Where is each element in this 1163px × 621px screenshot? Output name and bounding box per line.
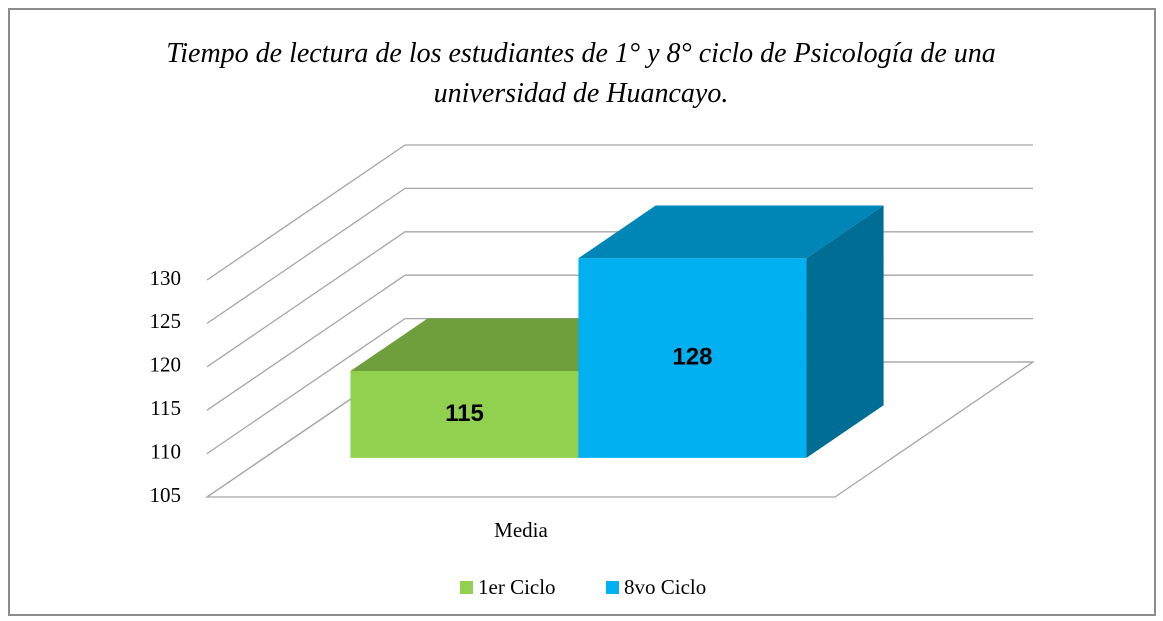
y-tick-label: 130 — [150, 266, 182, 290]
y-tick-label: 115 — [150, 396, 181, 420]
value-label: 115 — [445, 400, 484, 427]
legend-swatch — [606, 581, 619, 594]
y-tick-label: 105 — [150, 483, 182, 507]
grid-line — [206, 144, 1033, 281]
legend-swatch — [460, 581, 473, 594]
legend-label: 1er Ciclo — [478, 575, 556, 599]
y-tick-label: 110 — [150, 439, 181, 463]
grid-line — [206, 187, 1033, 324]
chart-title: Tiempo de lectura de los estudiantes de … — [166, 38, 996, 109]
bar-front — [350, 371, 579, 458]
x-tick-label: Media — [494, 518, 548, 542]
value-label: 128 — [672, 343, 712, 370]
legend-label: 8vo Ciclo — [624, 575, 706, 599]
bar-front — [578, 258, 807, 458]
bar-top — [578, 205, 884, 259]
bar-side — [806, 205, 884, 458]
y-tick-label: 125 — [150, 309, 182, 333]
y-tick-label: 120 — [150, 353, 182, 377]
